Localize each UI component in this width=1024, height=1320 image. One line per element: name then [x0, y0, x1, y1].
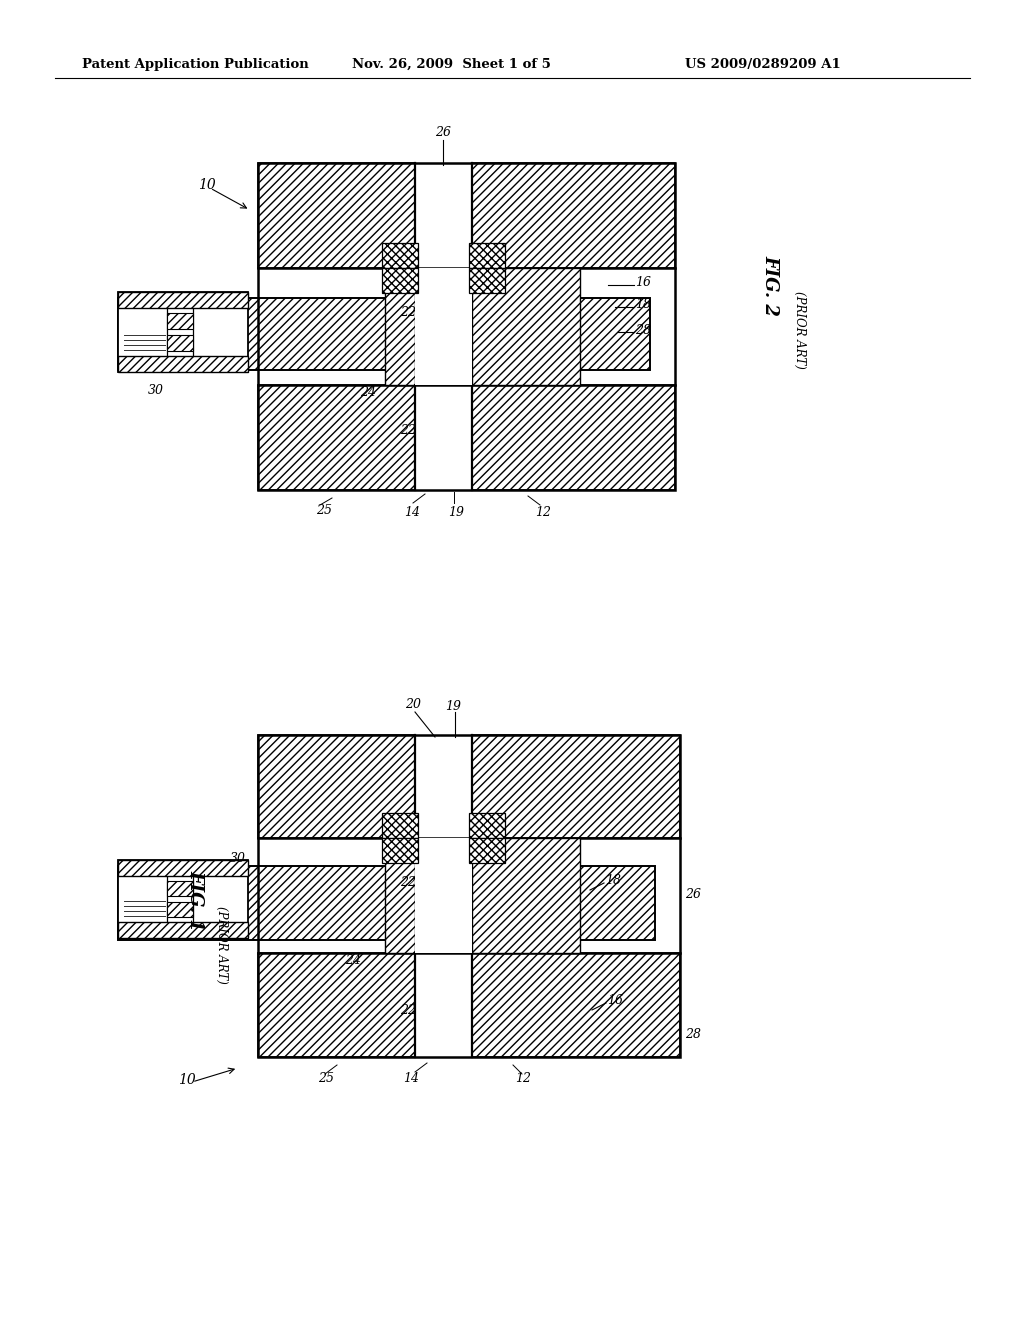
Bar — [472, 735, 680, 838]
Text: 18: 18 — [605, 874, 621, 887]
Text: 14: 14 — [403, 1072, 419, 1085]
Bar — [415, 838, 472, 953]
Bar — [382, 813, 418, 838]
Text: 30: 30 — [230, 851, 246, 865]
Bar — [167, 335, 194, 351]
Bar — [258, 953, 415, 1057]
Text: 30: 30 — [148, 384, 164, 396]
Bar — [472, 953, 680, 1057]
Text: 24: 24 — [360, 387, 376, 400]
Bar — [258, 735, 415, 838]
Text: FIG. 1: FIG. 1 — [186, 870, 204, 931]
Bar — [469, 243, 505, 268]
Text: US 2009/0289209 A1: US 2009/0289209 A1 — [685, 58, 841, 71]
Bar — [118, 861, 248, 939]
Text: 28: 28 — [685, 1028, 701, 1041]
Bar — [472, 268, 580, 385]
Text: 19: 19 — [445, 700, 461, 713]
Text: (PRIOR ART): (PRIOR ART) — [794, 292, 807, 368]
Text: 28: 28 — [635, 323, 651, 337]
Bar — [385, 838, 415, 953]
Bar — [472, 385, 675, 490]
Text: Patent Application Publication: Patent Application Publication — [82, 58, 309, 71]
Bar — [258, 162, 415, 268]
Bar — [118, 866, 655, 940]
Bar — [118, 292, 248, 372]
Bar — [382, 243, 418, 268]
Bar — [118, 921, 248, 939]
Bar — [385, 268, 415, 385]
Bar — [118, 356, 248, 372]
Text: 26: 26 — [685, 888, 701, 902]
Text: 25: 25 — [316, 503, 332, 516]
Bar — [118, 861, 248, 876]
Text: 22: 22 — [400, 875, 416, 888]
Text: Nov. 26, 2009  Sheet 1 of 5: Nov. 26, 2009 Sheet 1 of 5 — [352, 58, 551, 71]
Bar — [258, 953, 680, 1057]
Text: 19: 19 — [449, 506, 464, 519]
Bar — [258, 385, 415, 490]
Text: 16: 16 — [607, 994, 623, 1006]
Bar — [469, 813, 505, 838]
Bar — [472, 162, 675, 268]
Bar — [258, 162, 675, 268]
Bar — [472, 838, 580, 953]
Text: 12: 12 — [535, 506, 551, 519]
Text: 14: 14 — [404, 506, 420, 519]
Text: 22: 22 — [400, 1003, 416, 1016]
Text: 25: 25 — [318, 1072, 334, 1085]
Text: 16: 16 — [635, 276, 651, 289]
Bar — [469, 268, 505, 293]
Text: 18: 18 — [635, 298, 651, 312]
Text: (PRIOR ART): (PRIOR ART) — [215, 906, 228, 983]
Text: 20: 20 — [406, 698, 421, 711]
Bar — [382, 838, 418, 863]
Bar — [167, 880, 194, 896]
Bar — [167, 313, 194, 329]
Text: 26: 26 — [435, 127, 451, 140]
Bar — [469, 838, 505, 863]
Bar — [258, 385, 675, 490]
Bar — [167, 902, 194, 917]
Bar — [415, 268, 472, 385]
Text: 24: 24 — [345, 953, 361, 966]
Bar — [118, 292, 248, 308]
Bar — [118, 298, 650, 370]
Bar — [258, 735, 680, 838]
Text: 10: 10 — [178, 1073, 196, 1086]
Text: 10: 10 — [198, 178, 216, 191]
Text: 22: 22 — [400, 305, 416, 318]
Text: 22: 22 — [400, 424, 416, 437]
Text: 12: 12 — [515, 1072, 531, 1085]
Bar — [382, 268, 418, 293]
Text: FIG. 2: FIG. 2 — [761, 255, 779, 315]
